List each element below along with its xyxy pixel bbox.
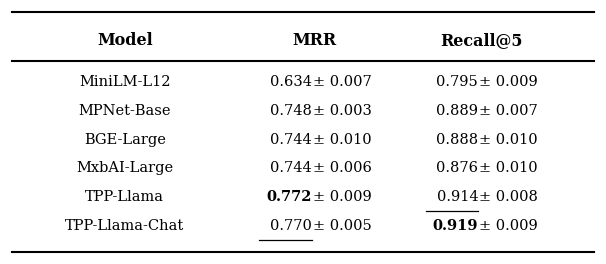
Text: ± 0.005: ± 0.005 (313, 219, 372, 233)
Text: ± 0.009: ± 0.009 (479, 74, 538, 88)
Text: MPNet-Base: MPNet-Base (79, 103, 171, 117)
Text: 0.634: 0.634 (270, 74, 312, 88)
Text: 0.795: 0.795 (436, 74, 478, 88)
Text: ± 0.010: ± 0.010 (313, 133, 371, 147)
Text: ± 0.003: ± 0.003 (313, 103, 372, 117)
Text: ± 0.007: ± 0.007 (479, 103, 538, 117)
Text: MRR: MRR (293, 32, 337, 49)
Text: Recall@5: Recall@5 (440, 32, 522, 49)
Text: ± 0.006: ± 0.006 (313, 162, 372, 176)
Text: ± 0.010: ± 0.010 (479, 162, 538, 176)
Text: 0.888: 0.888 (436, 133, 478, 147)
Text: BGE-Large: BGE-Large (84, 133, 166, 147)
Text: 0.889: 0.889 (436, 103, 478, 117)
Text: 0.772: 0.772 (267, 190, 312, 204)
Text: ± 0.010: ± 0.010 (479, 133, 538, 147)
Text: TPP-Llama: TPP-Llama (85, 190, 164, 204)
Text: TPP-Llama-Chat: TPP-Llama-Chat (65, 219, 184, 233)
Text: 0.744: 0.744 (270, 162, 312, 176)
Text: ± 0.009: ± 0.009 (313, 190, 372, 204)
Text: ± 0.007: ± 0.007 (313, 74, 372, 88)
Text: 0.919: 0.919 (433, 219, 478, 233)
Text: ± 0.009: ± 0.009 (479, 219, 538, 233)
Text: 0.914: 0.914 (436, 190, 478, 204)
Text: 0.876: 0.876 (436, 162, 478, 176)
Text: Model: Model (97, 32, 153, 49)
Text: 0.744: 0.744 (270, 133, 312, 147)
Text: 0.770: 0.770 (270, 219, 312, 233)
Text: ± 0.008: ± 0.008 (479, 190, 538, 204)
Text: 0.748: 0.748 (270, 103, 312, 117)
Text: MiniLM-L12: MiniLM-L12 (79, 74, 170, 88)
Text: MxbAI-Large: MxbAI-Large (76, 162, 173, 176)
